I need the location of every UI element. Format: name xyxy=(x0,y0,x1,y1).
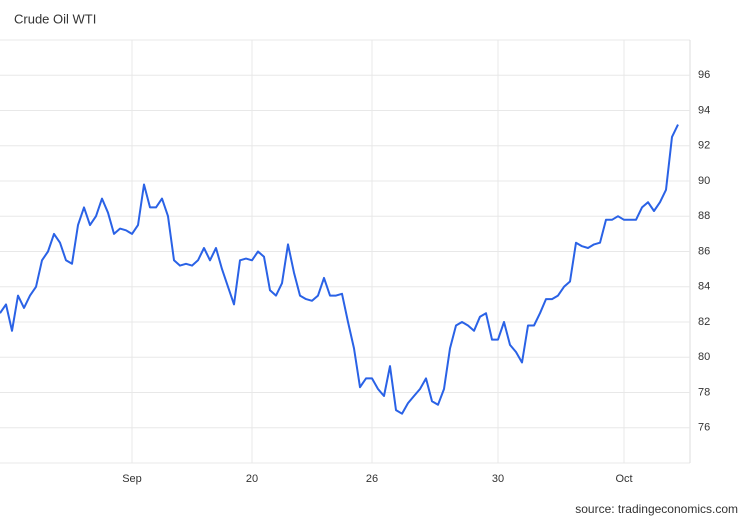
y-tick-label: 94 xyxy=(698,104,710,116)
y-tick-label: 86 xyxy=(698,245,710,257)
y-tick-label: 78 xyxy=(698,386,710,398)
x-tick-label: 30 xyxy=(492,473,504,485)
y-tick-label: 88 xyxy=(698,210,710,222)
y-tick-label: 82 xyxy=(698,316,710,328)
chart-title: Crude Oil WTI xyxy=(14,11,96,26)
y-tick-label: 96 xyxy=(698,69,710,81)
y-tick-label: 92 xyxy=(698,140,710,152)
x-tick-label: Sep xyxy=(122,473,142,485)
x-tick-label: 20 xyxy=(246,473,258,485)
x-tick-label: 26 xyxy=(366,473,378,485)
y-tick-label: 90 xyxy=(698,175,710,187)
source: source: tradingeconomics.com xyxy=(575,502,738,516)
y-tick-label: 76 xyxy=(698,422,710,434)
price-line xyxy=(0,124,679,415)
x-tick-label: Oct xyxy=(615,473,632,485)
y-tick-label: 84 xyxy=(698,281,710,293)
y-tick-label: 80 xyxy=(698,351,710,363)
